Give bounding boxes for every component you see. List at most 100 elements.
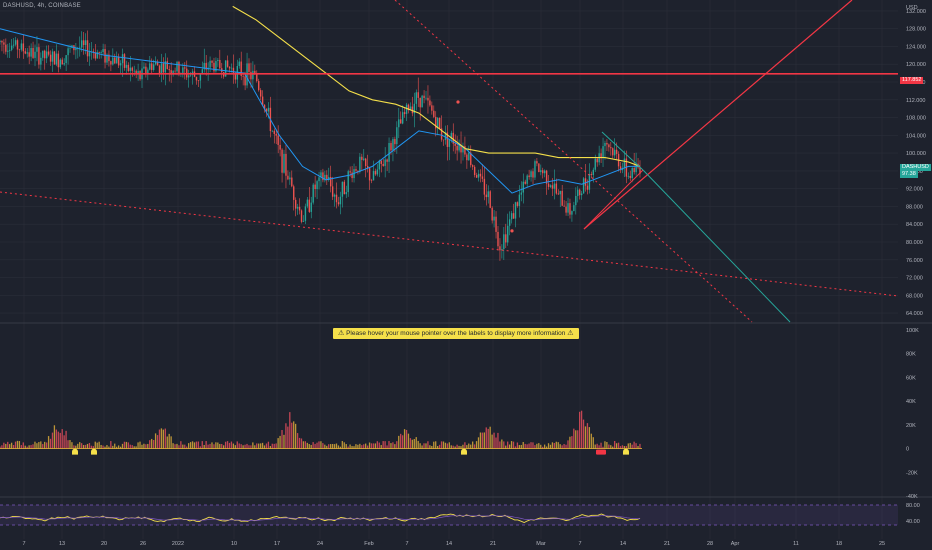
pane-separators [0,322,932,498]
candle-body [569,203,571,215]
candle-body [503,234,505,250]
volume-bar [333,444,336,449]
rising-red-line[interactable] [583,0,853,230]
candle-body [293,186,295,200]
candle-body [522,181,524,193]
price-candles[interactable] [0,30,641,261]
candle-body [30,47,32,57]
volume-bar [542,446,544,449]
volume-bar [464,442,466,449]
ma-fast-line[interactable] [0,28,640,194]
candle-body [510,213,513,220]
candle-body [7,50,9,52]
resistance-price-tag[interactable]: 117.852 [900,77,924,84]
time-tick-label: Mar [536,541,546,547]
volume-bar [493,432,495,449]
candle-body [345,192,347,195]
volume-bar [45,442,48,449]
volume-bar [456,444,458,449]
volume-bar [16,440,19,449]
candle-body [98,52,100,53]
time-tick-label: 18 [836,541,842,547]
candle-body [172,70,174,75]
volume-bar [137,442,139,449]
price-tick-label: 68.000 [906,293,923,299]
volume-bar [176,443,178,449]
candle-body [396,127,398,145]
candle-body [438,117,441,129]
triangle-lower-line[interactable] [583,169,644,230]
volume-bar [534,445,536,449]
candle-body [384,159,386,166]
candle-body [505,234,507,243]
time-tick-label: Feb [364,541,373,547]
time-tick-label: 10 [231,541,237,547]
candle-body [326,174,328,180]
time-tick-label: Apr [731,541,740,547]
ma-slow-line[interactable] [232,5,641,167]
volume-bar [326,445,328,449]
volume-bar [365,443,367,449]
volume-bar [312,442,314,449]
volume-bar [392,442,394,449]
volume-bar [139,441,141,449]
candle-body [82,40,85,46]
candle-body [580,193,583,196]
volume-bar [149,440,151,449]
support-dotted-trendline[interactable] [0,191,899,297]
volume-bar [49,438,52,449]
volume-bar [454,446,456,449]
volume-bar [273,443,275,449]
volume-bar [73,445,75,449]
candle-body [135,70,137,74]
volume-bar [495,437,497,449]
volume-bar [448,442,450,449]
volume-bars[interactable] [0,410,642,449]
volume-bar [166,436,168,449]
volume-bar [261,442,264,449]
volume-bar [357,444,359,449]
volume-bar [69,440,71,449]
volume-bar [38,442,40,449]
volume-bar [296,433,299,449]
triangle-upper-line[interactable] [601,131,644,171]
candle-body [392,139,394,151]
last-price-symbol-tag[interactable]: DASHUSD [900,164,931,171]
volume-bar [328,444,330,449]
volume-bar [112,445,114,449]
candle-body [382,163,384,166]
volume-bar [226,441,229,449]
time-axis[interactable]: 7 13 20 26 2022 10 17 24 Feb 7 14 21 Mar 7 14 21 28 Apr 11… [22,541,885,547]
candle-body [444,132,447,140]
volume-bar [592,437,594,449]
candle-body [627,175,630,177]
descending-dotted-trendline[interactable] [394,0,753,323]
volume-bar [423,443,425,449]
last-price-tag[interactable]: 97.38 [900,171,918,178]
candle-body [156,62,159,66]
volume-bar [324,444,326,449]
candle-body [495,216,497,232]
volume-bar [84,444,87,449]
volume-bar [232,443,235,449]
candle-body [446,132,449,147]
hover-info-banner[interactable]: ⚠ Please hover your mouse pointer over t… [333,328,579,339]
candle-body [84,40,87,46]
volume-bar [316,442,318,449]
candle-body [347,171,349,193]
volume-bar [170,436,172,449]
teal-projection-line[interactable] [642,169,791,323]
volume-bar [545,446,548,449]
volume-bar [431,445,433,449]
candle-body [450,132,453,140]
volume-bar [65,430,67,449]
candle-body [291,177,293,187]
time-tick-label: 28 [707,541,713,547]
candle-body [388,143,390,162]
candle-body [182,67,184,73]
candle-body [427,97,429,101]
candle-body [528,175,530,178]
volume-signal-marker [91,448,98,455]
volume-bar [347,446,349,449]
